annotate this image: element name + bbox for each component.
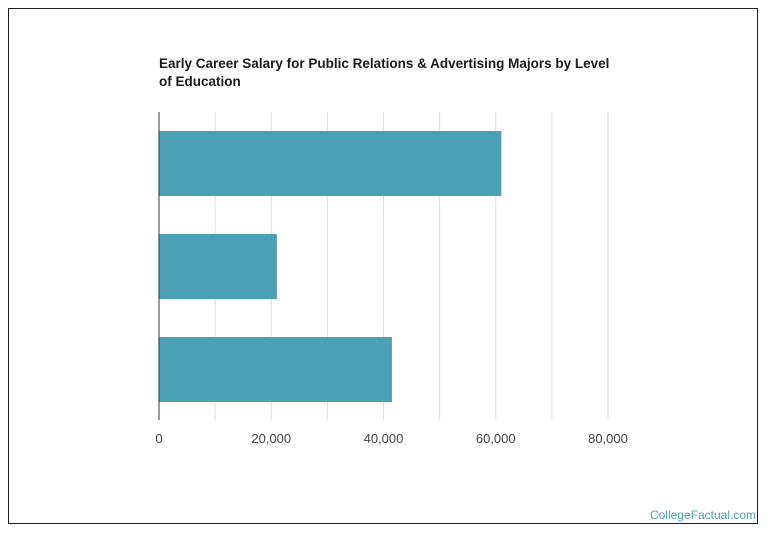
x-tick-label: 40,000 (364, 431, 404, 446)
chart-title: Early Career Salary for Public Relations… (159, 56, 610, 89)
x-tick-label: 60,000 (476, 431, 516, 446)
bar-2[interactable] (159, 234, 277, 299)
bar-1[interactable] (159, 131, 502, 196)
x-tick-label: 80,000 (588, 431, 628, 446)
x-axis-ticks: 0 20,000 40,000 60,000 80,000 (155, 431, 628, 446)
bars (159, 131, 502, 402)
x-tick-label: 20,000 (251, 431, 291, 446)
watermark-text[interactable]: CollegeFactual.com (649, 508, 756, 522)
bar-3[interactable] (159, 337, 392, 402)
x-tick-label: 0 (155, 431, 162, 446)
chart-frame (8, 8, 758, 524)
